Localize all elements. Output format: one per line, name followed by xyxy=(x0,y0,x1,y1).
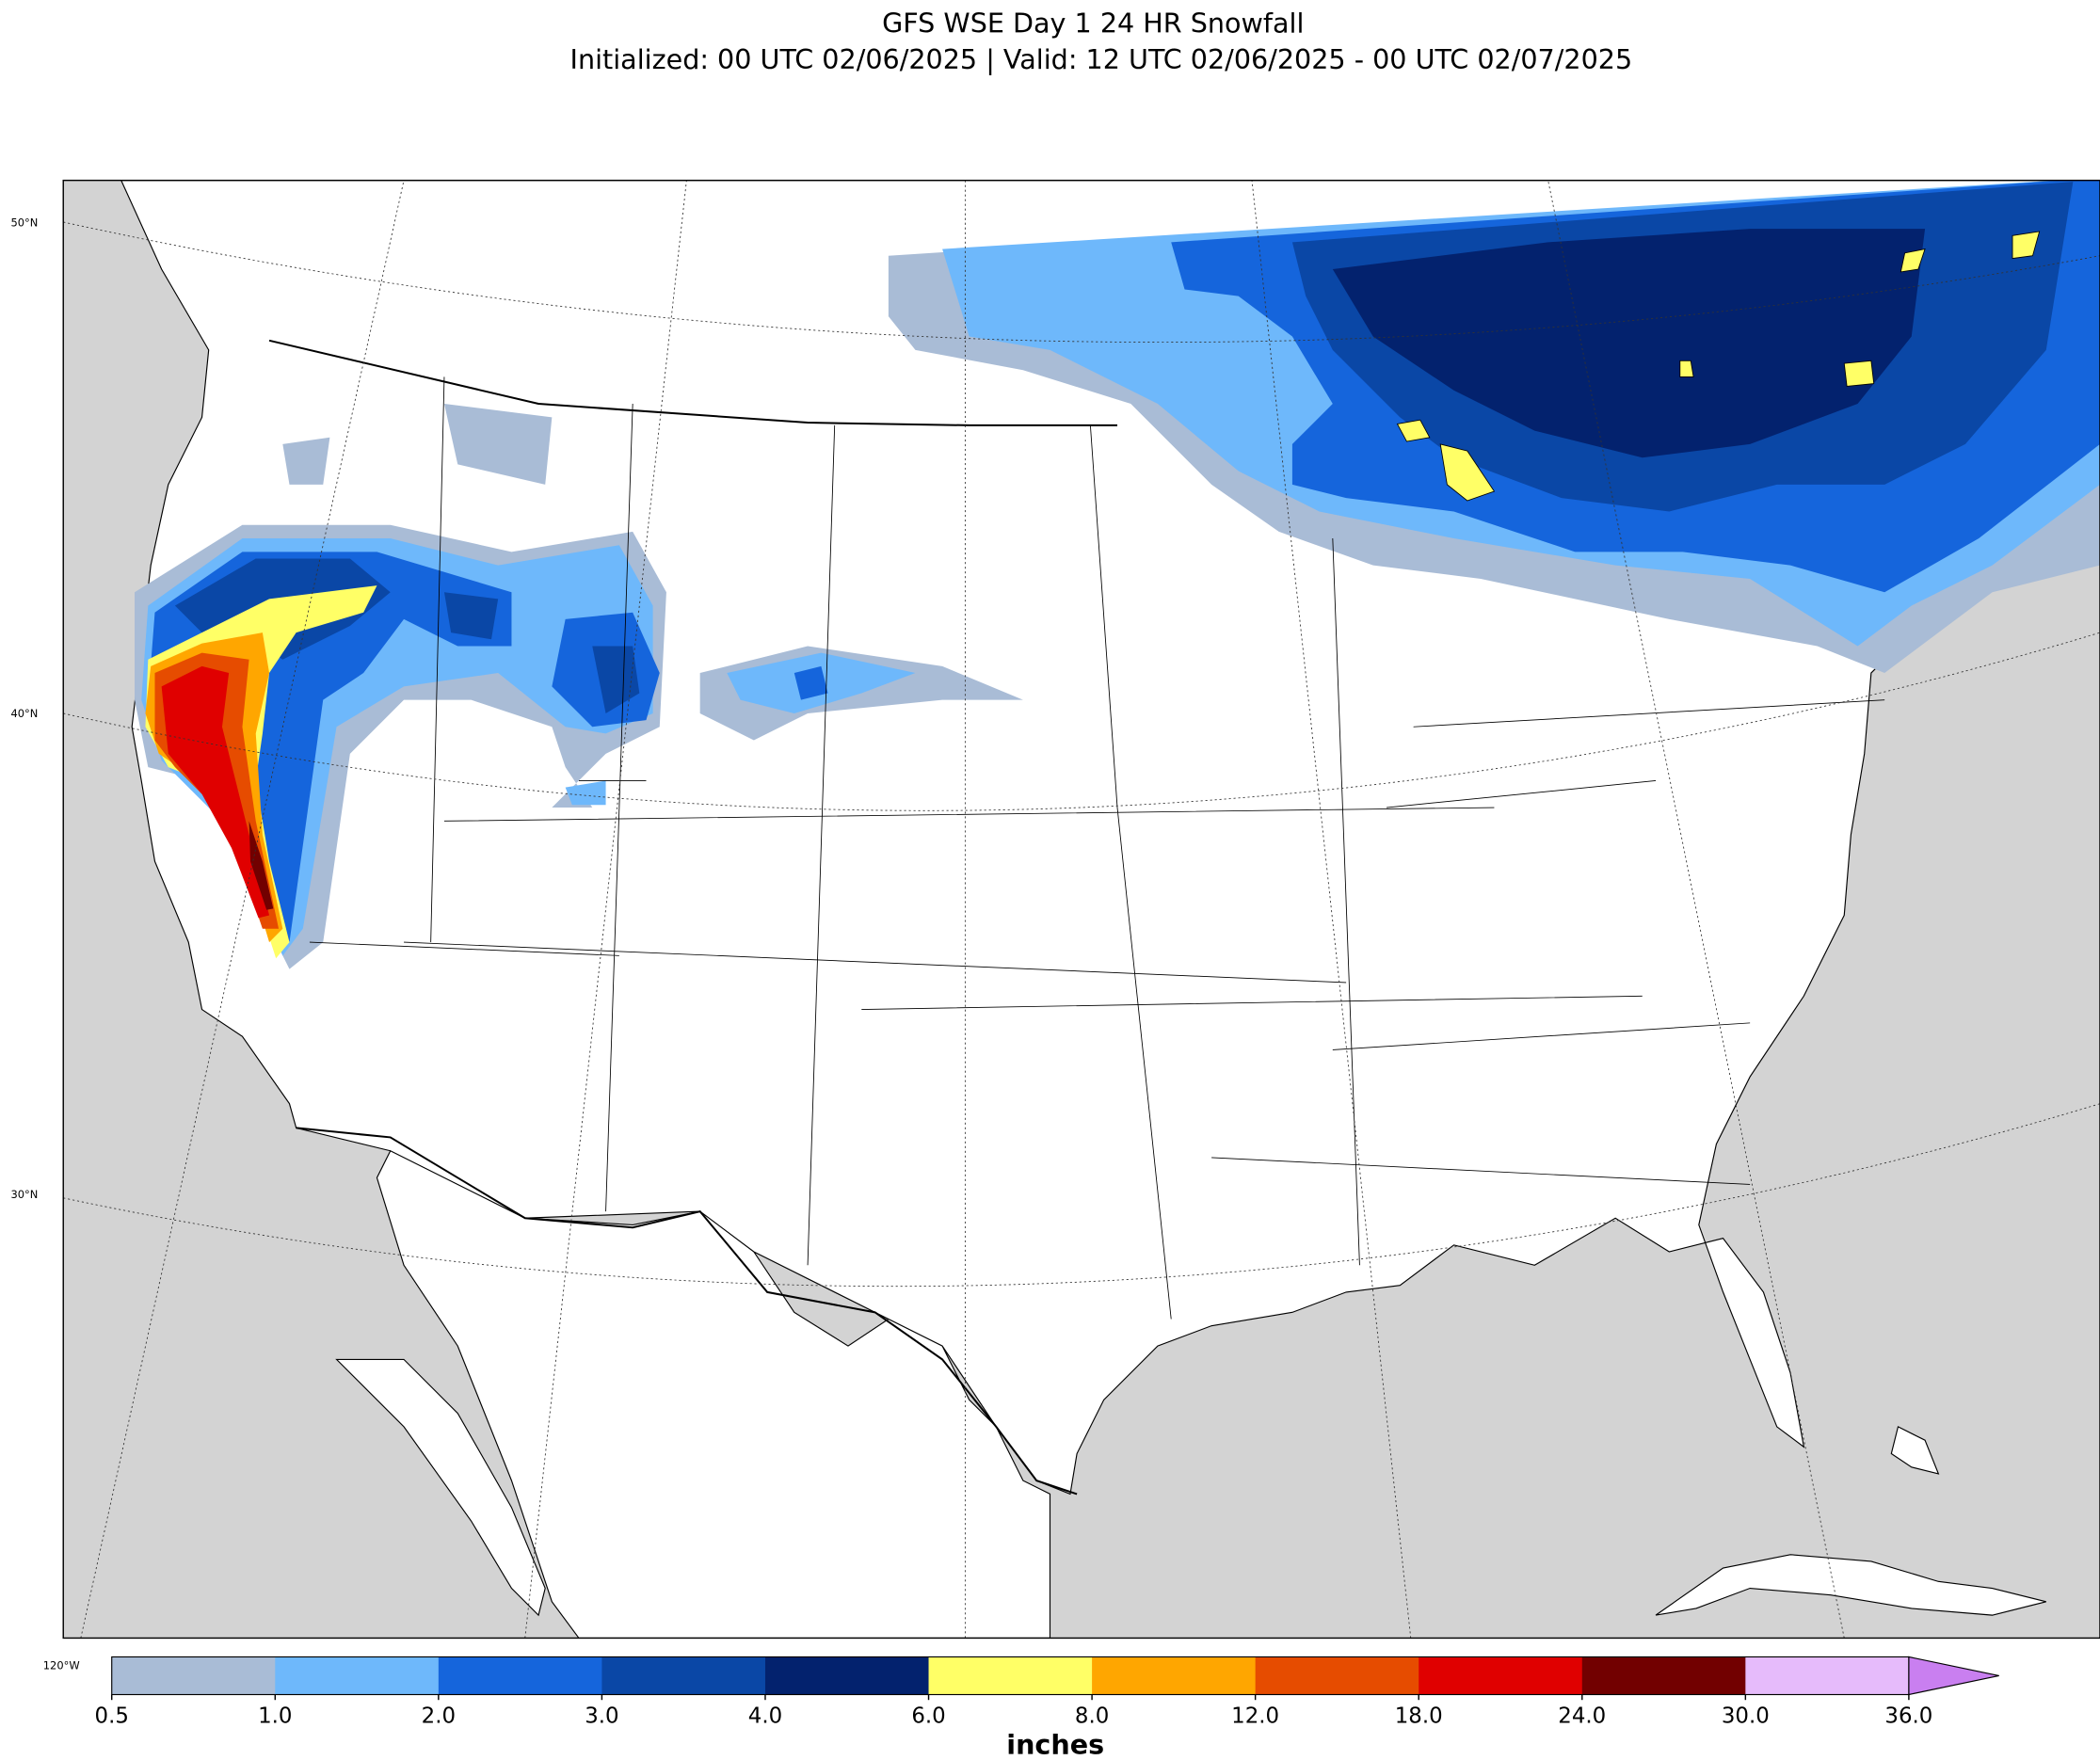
colorbar-tick-label: 6.0 xyxy=(911,1704,945,1729)
colorbar-tick-label: 18.0 xyxy=(1395,1704,1443,1729)
colorbar-segment xyxy=(111,1656,276,1695)
colorbar-tick-label: 0.5 xyxy=(95,1704,129,1729)
colorbar-segment xyxy=(1255,1656,1419,1695)
lat-label: 40°N xyxy=(10,707,38,720)
colorbar-tick-label: 24.0 xyxy=(1558,1704,1606,1729)
colorbar-tick-label: 12.0 xyxy=(1231,1704,1279,1729)
map: 50°N 40°N 30°N 120°W xyxy=(10,179,2100,1672)
colorbar-tick-label: 1.0 xyxy=(258,1704,292,1729)
colorbar-segment xyxy=(1745,1656,1910,1695)
colorbar-tick-label: 36.0 xyxy=(1884,1704,1932,1729)
subtitle: Initialized: 00 UTC 02/06/2025 | Valid: … xyxy=(570,43,1633,75)
colorbar: 0.5 1.0 2.0 3.0 4.0 6.0 8.0 12.0 18.0 24.0 30.0 36.… xyxy=(95,1656,1999,1729)
colorbar-segment xyxy=(928,1656,1093,1695)
colorbar-tick-label: 3.0 xyxy=(585,1704,618,1729)
colorbar-segment xyxy=(1419,1656,1583,1695)
colorbar-unit: inches xyxy=(1006,1728,1104,1760)
colorbar-extend xyxy=(1908,1656,1999,1696)
colorbar-tick-label: 2.0 xyxy=(422,1704,456,1729)
snowfall xyxy=(135,180,2100,969)
colorbar-segment xyxy=(1092,1656,1257,1695)
colorbar-tick-label: 4.0 xyxy=(748,1704,782,1729)
colorbar-segment xyxy=(764,1656,929,1695)
lat-label: 50°N xyxy=(10,216,38,229)
colorbar-outline xyxy=(111,1656,1910,1696)
colorbar-segment xyxy=(1581,1656,1746,1695)
colorbar-segment xyxy=(601,1656,766,1695)
title: GFS WSE Day 1 24 HR Snowfall xyxy=(882,7,1304,39)
colorbar-tick-label: 30.0 xyxy=(1722,1704,1770,1729)
colorbar-segment xyxy=(275,1656,440,1695)
lat-label: 30°N xyxy=(10,1188,38,1201)
lon-label: 120°W xyxy=(43,1658,80,1672)
colorbar-tick-label: 8.0 xyxy=(1075,1704,1109,1729)
colorbar-segment xyxy=(438,1656,602,1695)
